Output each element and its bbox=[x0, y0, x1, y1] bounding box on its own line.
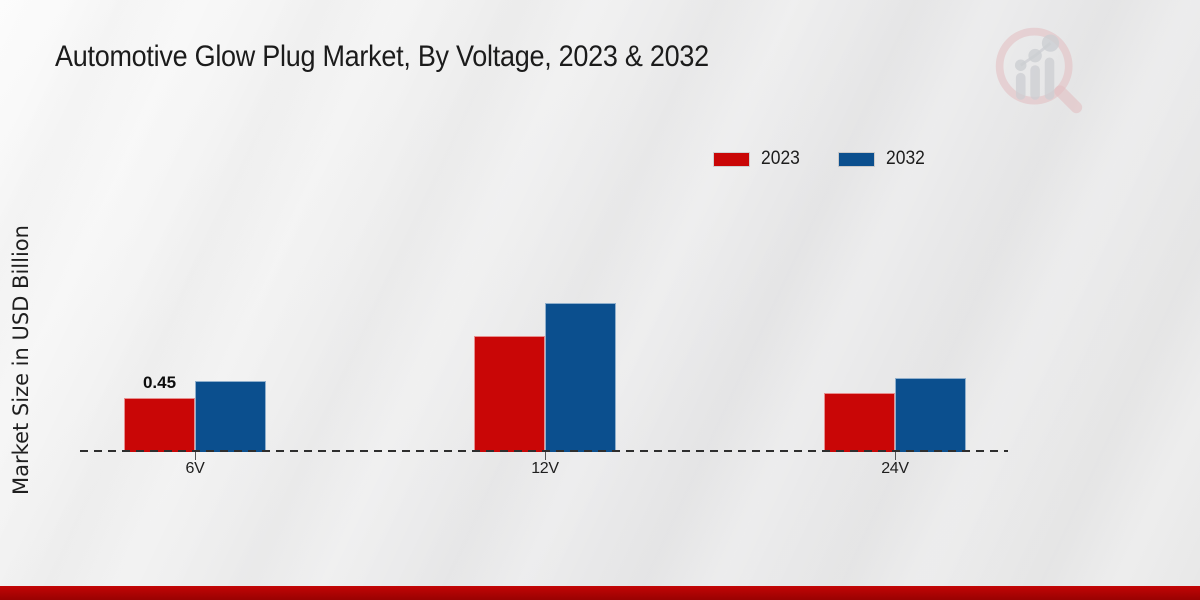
legend-label-2032: 2032 bbox=[886, 148, 926, 169]
legend-swatch-2032 bbox=[839, 152, 875, 166]
legend-item-2023: 2023 bbox=[714, 148, 803, 170]
legend-item-2032: 2032 bbox=[839, 148, 928, 170]
x-axis-label-12v: 12V bbox=[531, 460, 559, 477]
legend-label-2023: 2023 bbox=[761, 148, 800, 169]
x-axis-tick-6v bbox=[195, 452, 196, 460]
bar-2023-24v bbox=[824, 393, 895, 452]
bar-2032-12v bbox=[545, 303, 616, 452]
magnifier-bar-chart-icon bbox=[995, 27, 1083, 114]
bar-2032-6v bbox=[195, 381, 266, 452]
page-title: Automotive Glow Plug Market, By Voltage,… bbox=[55, 40, 709, 73]
x-axis-tick-24v bbox=[895, 452, 896, 460]
bar-2023-12v bbox=[474, 336, 545, 452]
x-axis-label-24v: 24V bbox=[881, 460, 909, 477]
bar-2032-24v bbox=[895, 378, 966, 452]
bar-value-label-2023-6v: 0.45 bbox=[142, 373, 177, 392]
footer-red-stripe bbox=[0, 586, 1200, 600]
x-axis-label-6v: 6V bbox=[185, 460, 205, 477]
bar-2023-6v bbox=[124, 398, 195, 452]
x-axis-tick-12v bbox=[545, 452, 546, 460]
x-axis-baseline bbox=[80, 450, 1008, 452]
legend-swatch-2023 bbox=[714, 152, 749, 166]
brand-watermark-logo bbox=[988, 22, 1088, 118]
chart-legend: 2023 2032 bbox=[714, 148, 929, 170]
